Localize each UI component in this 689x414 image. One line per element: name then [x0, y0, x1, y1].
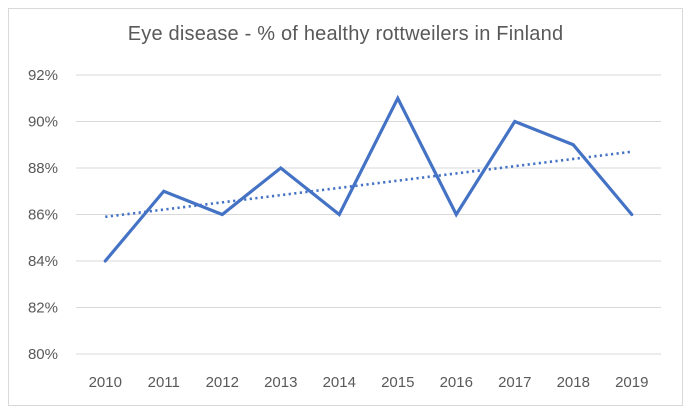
x-axis-tick-label: 2013: [264, 374, 297, 391]
chart-frame: [8, 8, 683, 406]
data-series-line: [103, 94, 634, 263]
trendline: [105, 150, 632, 219]
x-axis-tick-label: 2016: [440, 374, 473, 391]
x-axis-tick-label: 2011: [148, 374, 180, 391]
y-axis-tick-label: 80%: [28, 346, 58, 363]
x-axis-tick-label: 2019: [615, 374, 648, 391]
x-axis-tick-label: 2012: [206, 374, 239, 391]
y-axis-tick-label: 86%: [28, 207, 58, 224]
chart-title: Eye disease - % of healthy rottweilers i…: [127, 23, 564, 45]
x-axis-tick-label: 2018: [557, 374, 590, 391]
x-axis-tick-label: 2010: [89, 374, 122, 391]
y-axis-tick-label: 92%: [28, 67, 58, 84]
y-axis-tick-label: 88%: [28, 160, 58, 177]
y-axis-tick-label: 90%: [28, 114, 58, 131]
y-axis-tick-label: 84%: [28, 253, 58, 270]
x-axis-tick-label: 2015: [381, 374, 414, 391]
y-axis-tick-label: 82%: [28, 300, 58, 317]
x-axis-tick-label: 2017: [498, 374, 531, 391]
x-axis-tick-label: 2014: [323, 374, 356, 391]
